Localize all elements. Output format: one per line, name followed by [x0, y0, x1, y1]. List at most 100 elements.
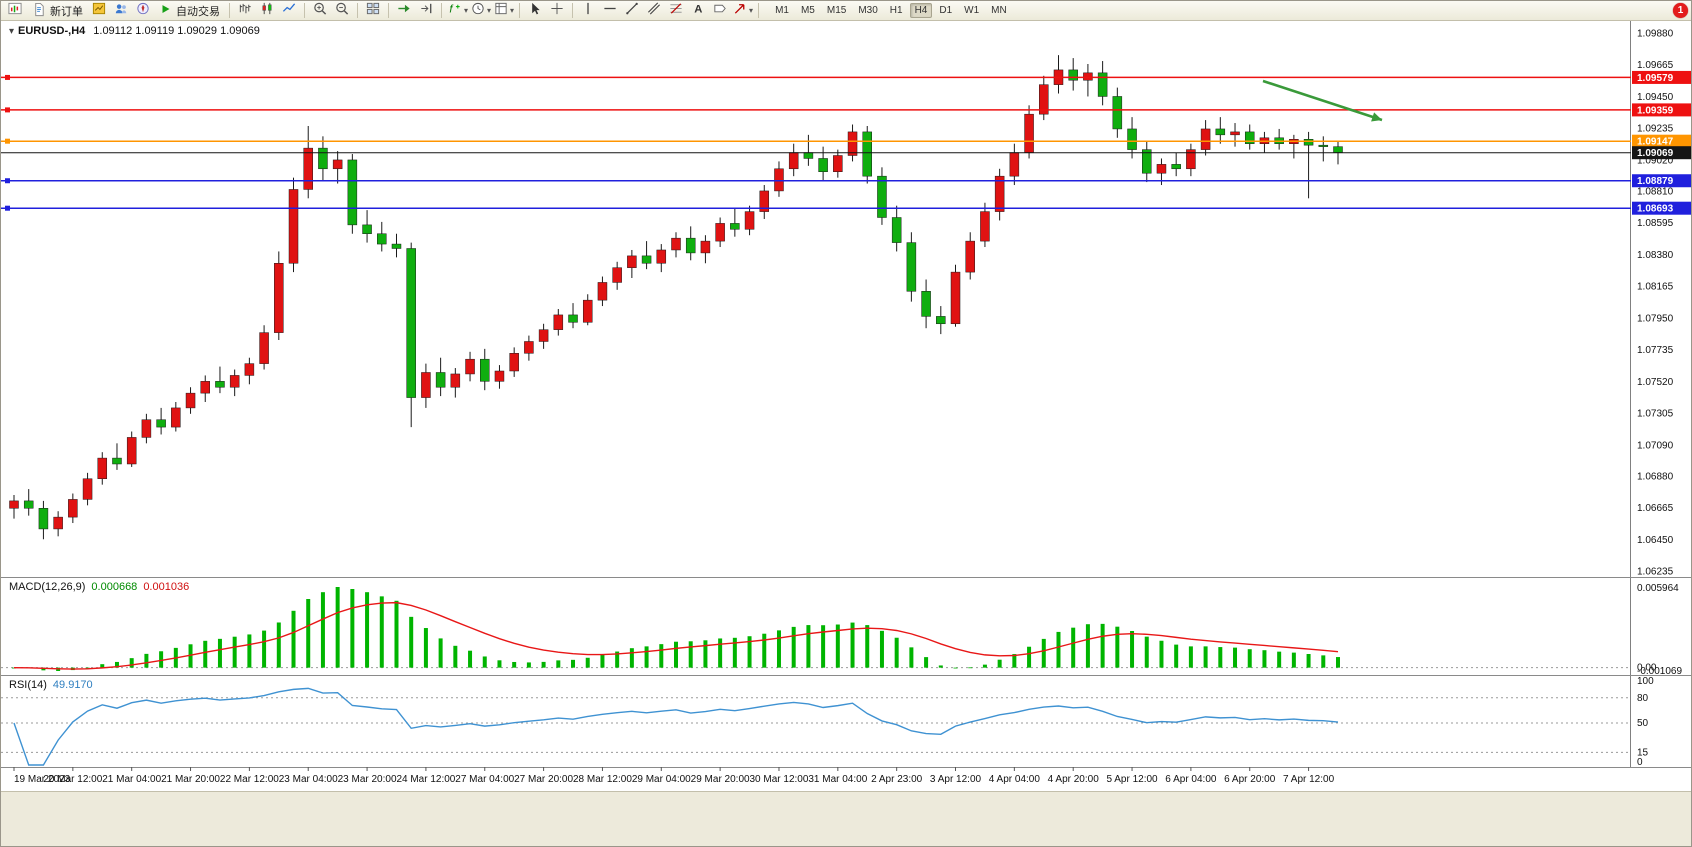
- channel-button[interactable]: [643, 1, 665, 21]
- tf-button-m15[interactable]: M15: [826, 5, 847, 16]
- vertical-line-button[interactable]: [577, 1, 599, 21]
- chart-shift-button[interactable]: [415, 1, 437, 21]
- horizontal-line-icon: [602, 1, 618, 21]
- line-chart-button[interactable]: [278, 1, 300, 21]
- time-axis-label: 2 Apr 23:00: [871, 774, 923, 785]
- svg-text:1.09147: 1.09147: [1637, 137, 1674, 148]
- price-scale-label: 1.09450: [1637, 92, 1674, 103]
- notification-badge[interactable]: 1: [1673, 3, 1688, 18]
- price-scale-label: 1.08595: [1637, 218, 1674, 229]
- time-axis-label: 27 Mar 04:00: [455, 774, 514, 785]
- auto-scroll-icon: [396, 1, 412, 21]
- autotrade-button[interactable]: 自动交易: [154, 2, 225, 20]
- indicators-button[interactable]: f ▾: [446, 1, 469, 21]
- fibonacci-button[interactable]: [665, 1, 687, 21]
- arrows-button[interactable]: ▾: [731, 1, 754, 21]
- toolbar-separator: [229, 3, 230, 18]
- tf-button-h1[interactable]: H1: [889, 5, 903, 16]
- line-handle[interactable]: [5, 107, 10, 113]
- macd-scale-label: 0.005964: [1637, 583, 1679, 594]
- rsi-scale-label: 0: [1637, 757, 1643, 768]
- zoom-out-button[interactable]: [331, 1, 353, 21]
- line-handle[interactable]: [5, 74, 10, 80]
- bar-chart-button[interactable]: [234, 1, 256, 21]
- template-button[interactable]: ▾: [492, 1, 515, 21]
- channel-icon: [646, 1, 662, 21]
- candlestick-chart-button[interactable]: [256, 1, 278, 21]
- new-chart-icon: [7, 1, 23, 21]
- time-axis-label: 27 Mar 20:00: [514, 774, 573, 785]
- periods-button[interactable]: ▾: [469, 1, 492, 21]
- trend-arrow-annotation[interactable]: [1262, 79, 1383, 122]
- rsi-pane[interactable]: 100 80 50 150: [1, 676, 1654, 768]
- svg-text:1.08879: 1.08879: [1637, 176, 1674, 187]
- price-scale[interactable]: 1.09880 1.09665 1.09450 1.09235 1.09020 1.088…: [1630, 21, 1674, 767]
- market-watch-button[interactable]: [88, 1, 110, 21]
- text-label-button[interactable]: [709, 1, 731, 21]
- new-chart-button[interactable]: [4, 1, 26, 21]
- price-scale-label: 1.09880: [1637, 29, 1674, 40]
- accounts-button[interactable]: [110, 1, 132, 21]
- toolbar-separator: [388, 3, 389, 18]
- line-handle[interactable]: [5, 138, 10, 144]
- chart-canvas[interactable]: 1.09880 1.09665 1.09450 1.09235 1.09020 1.088…: [1, 21, 1692, 791]
- time-axis-label: 6 Apr 20:00: [1224, 774, 1276, 785]
- tf-button-m5[interactable]: M5: [800, 5, 815, 16]
- horizontal-line-button[interactable]: [599, 1, 621, 21]
- zoom-out-icon: [334, 1, 350, 21]
- crosshair-button[interactable]: [546, 1, 568, 21]
- toolbar-separator: [572, 3, 574, 18]
- svg-text:1.09579: 1.09579: [1637, 73, 1674, 84]
- line-chart-icon: [281, 1, 297, 21]
- tf-button-d1[interactable]: D1: [939, 5, 953, 16]
- candlestick-chart-icon: [259, 1, 275, 21]
- new-order-button[interactable]: 新订单: [26, 2, 88, 20]
- price-tag-1.08879: [1632, 174, 1691, 188]
- price-scale-label: 1.06665: [1637, 503, 1674, 514]
- time-axis-label: 19 Mar 2023: [14, 774, 71, 785]
- auto-scroll-button[interactable]: [393, 1, 415, 21]
- chart-shift-icon: [418, 1, 434, 21]
- chevron-down-icon: ▾: [464, 6, 469, 15]
- price-scale-label: 1.08810: [1637, 186, 1674, 197]
- line-handle[interactable]: [5, 205, 10, 211]
- zoom-in-button[interactable]: [309, 1, 331, 21]
- tf-button-mn[interactable]: MN: [991, 5, 1007, 16]
- line-handle[interactable]: [5, 178, 10, 184]
- time-axis-label: 29 Mar 20:00: [691, 774, 750, 785]
- cursor-button[interactable]: [524, 1, 546, 21]
- tile-windows-icon: [365, 1, 381, 21]
- crosshair-icon: [549, 1, 565, 21]
- tf-button-w1[interactable]: W1: [964, 5, 980, 16]
- price-scale-label: 1.06880: [1637, 471, 1674, 482]
- trendline-button[interactable]: [621, 1, 643, 21]
- svg-text:1.09359: 1.09359: [1637, 105, 1674, 116]
- price-scale-label: 1.06235: [1637, 567, 1674, 578]
- navigator-icon: [135, 1, 151, 21]
- vertical-line-icon: [580, 1, 596, 21]
- navigator-button[interactable]: [132, 1, 154, 21]
- new-order-label: 新订单: [50, 5, 83, 18]
- time-axis-label: 21 Mar 20:00: [161, 774, 220, 785]
- tf-button-m1[interactable]: M1: [775, 5, 789, 16]
- time-axis-label: 20 Mar 12:00: [43, 774, 102, 785]
- toolbar-separator: [441, 3, 442, 18]
- macd-pane[interactable]: 0.005964 0.00-0.001069: [1, 583, 1682, 677]
- text-button[interactable]: A: [687, 1, 709, 21]
- chevron-down-icon: ▾: [487, 6, 492, 15]
- rsi-scale-label: 15: [1637, 747, 1649, 758]
- arrow-tool-icon: [732, 1, 748, 21]
- price-scale-label: 1.09665: [1637, 60, 1674, 71]
- rsi-scale-label: 50: [1637, 718, 1649, 729]
- price-scale-label: 1.07950: [1637, 313, 1674, 324]
- bar-chart-icon: [237, 1, 253, 21]
- tf-button-h4[interactable]: H4: [909, 3, 933, 18]
- tf-button-m30[interactable]: M30: [858, 5, 878, 16]
- rsi-scale-label: 80: [1637, 693, 1649, 704]
- price-scale-label: 1.07305: [1637, 409, 1674, 420]
- tile-windows-button[interactable]: [362, 1, 384, 21]
- time-axis-label: 4 Apr 04:00: [989, 774, 1041, 785]
- price-tag-1.08693: [1632, 201, 1691, 215]
